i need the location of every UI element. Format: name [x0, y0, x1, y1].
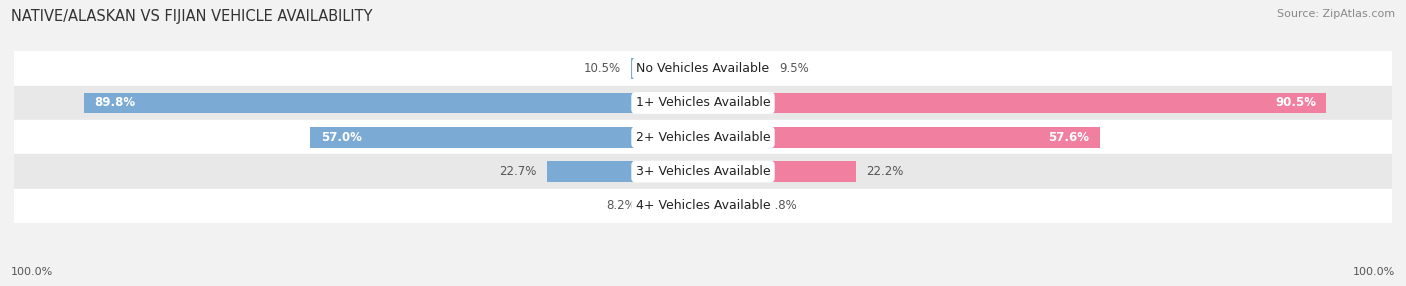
Bar	[703, 161, 856, 182]
Bar	[631, 58, 703, 79]
Bar	[311, 127, 703, 148]
Text: 22.2%: 22.2%	[866, 165, 904, 178]
Text: 8.2%: 8.2%	[606, 199, 636, 212]
Bar	[703, 127, 1099, 148]
Text: 90.5%: 90.5%	[1275, 96, 1316, 110]
Text: No Vehicles Available: No Vehicles Available	[637, 62, 769, 75]
Bar	[703, 93, 1326, 113]
Text: 89.8%: 89.8%	[94, 96, 136, 110]
Text: 2+ Vehicles Available: 2+ Vehicles Available	[636, 131, 770, 144]
Bar	[14, 51, 1392, 86]
Bar	[547, 161, 703, 182]
Text: 1+ Vehicles Available: 1+ Vehicles Available	[636, 96, 770, 110]
Bar	[84, 93, 703, 113]
Bar	[14, 86, 1392, 120]
Text: 57.0%: 57.0%	[321, 131, 361, 144]
Text: 4+ Vehicles Available: 4+ Vehicles Available	[636, 199, 770, 212]
Text: 3+ Vehicles Available: 3+ Vehicles Available	[636, 165, 770, 178]
Bar	[647, 196, 703, 216]
Text: 10.5%: 10.5%	[583, 62, 620, 75]
Text: 7.8%: 7.8%	[768, 199, 797, 212]
Bar	[14, 154, 1392, 189]
Text: 100.0%: 100.0%	[1353, 267, 1395, 277]
Text: 22.7%: 22.7%	[499, 165, 536, 178]
Bar	[703, 196, 756, 216]
Bar	[14, 189, 1392, 223]
Text: 57.6%: 57.6%	[1049, 131, 1090, 144]
Bar	[14, 120, 1392, 154]
Text: Source: ZipAtlas.com: Source: ZipAtlas.com	[1277, 9, 1395, 19]
Text: 9.5%: 9.5%	[779, 62, 808, 75]
Text: NATIVE/ALASKAN VS FIJIAN VEHICLE AVAILABILITY: NATIVE/ALASKAN VS FIJIAN VEHICLE AVAILAB…	[11, 9, 373, 23]
Bar	[703, 58, 769, 79]
Text: 100.0%: 100.0%	[11, 267, 53, 277]
